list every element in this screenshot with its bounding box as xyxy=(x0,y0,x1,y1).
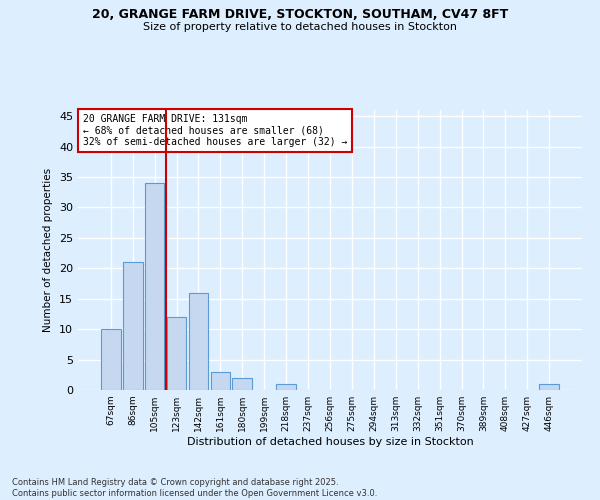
Bar xyxy=(232,378,252,390)
Y-axis label: Number of detached properties: Number of detached properties xyxy=(43,168,53,332)
Text: 20, GRANGE FARM DRIVE, STOCKTON, SOUTHAM, CV47 8FT: 20, GRANGE FARM DRIVE, STOCKTON, SOUTHAM… xyxy=(92,8,508,20)
Bar xyxy=(167,317,187,390)
Text: Contains HM Land Registry data © Crown copyright and database right 2025.
Contai: Contains HM Land Registry data © Crown c… xyxy=(12,478,377,498)
Bar xyxy=(101,329,121,390)
Bar xyxy=(539,384,559,390)
Bar xyxy=(276,384,296,390)
Bar xyxy=(188,292,208,390)
Bar xyxy=(123,262,143,390)
Text: 20 GRANGE FARM DRIVE: 131sqm
← 68% of detached houses are smaller (68)
32% of se: 20 GRANGE FARM DRIVE: 131sqm ← 68% of de… xyxy=(83,114,347,148)
Text: Size of property relative to detached houses in Stockton: Size of property relative to detached ho… xyxy=(143,22,457,32)
Bar xyxy=(211,372,230,390)
Bar xyxy=(145,183,164,390)
X-axis label: Distribution of detached houses by size in Stockton: Distribution of detached houses by size … xyxy=(187,437,473,447)
